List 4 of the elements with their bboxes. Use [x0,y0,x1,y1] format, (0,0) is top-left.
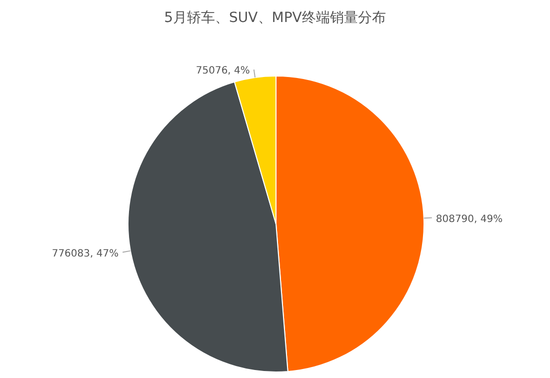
data-label: 808790, 49% [436,214,503,225]
chart-title: 5月轿车、SUV、MPV终端销量分布 [164,10,386,26]
data-label: 75076, 4% [196,66,250,77]
data-label: 776083, 47% [52,248,119,260]
